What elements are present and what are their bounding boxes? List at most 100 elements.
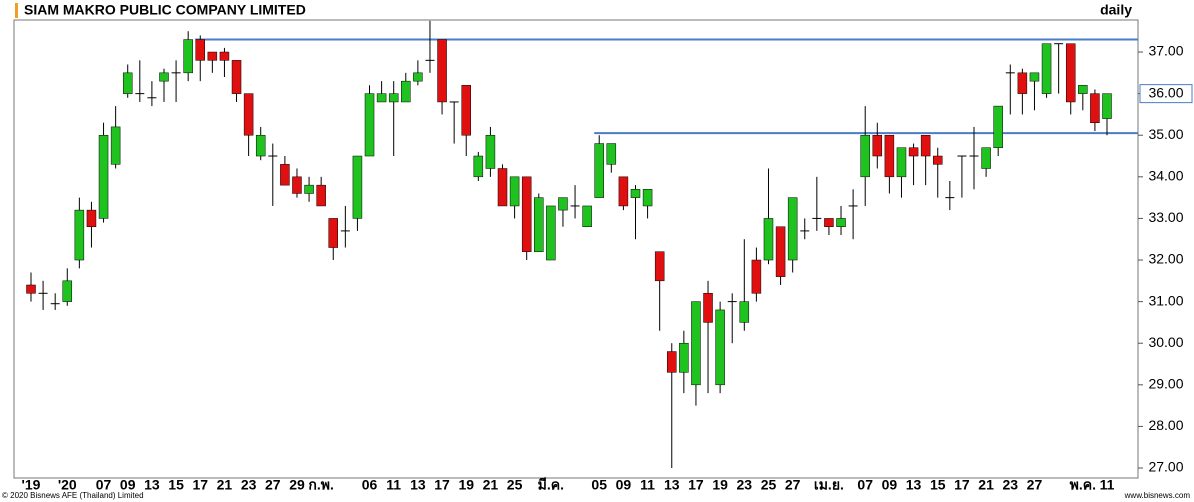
candle-body	[352, 155, 363, 219]
x-tick-label: 09	[616, 477, 632, 493]
candle-body	[26, 284, 36, 294]
candle-body	[485, 134, 496, 169]
candle-body	[413, 72, 423, 82]
x-tick-label: 19	[712, 477, 728, 493]
y-tick-label: 37.00	[1148, 43, 1183, 59]
candle-body	[594, 143, 604, 198]
candle-body	[1102, 93, 1112, 119]
candle-body	[328, 218, 338, 248]
candle-body	[606, 143, 617, 165]
candle-body	[304, 184, 314, 194]
x-tick-label: 13	[664, 477, 680, 493]
candle-body	[703, 293, 713, 323]
candle-body	[787, 197, 798, 261]
candle-body	[715, 309, 725, 386]
chart-title: SIAM MAKRO PUBLIC COMPANY LIMITED	[24, 2, 306, 18]
x-tick-label: 09	[120, 477, 136, 493]
x-tick-label: 23	[1002, 477, 1018, 493]
candle-body	[872, 134, 883, 157]
candle-body	[763, 218, 774, 261]
candle-body	[1078, 85, 1088, 94]
candle-body	[195, 39, 206, 61]
x-tick-label: 17	[954, 477, 970, 493]
y-tick-label: 33.00	[1148, 209, 1183, 225]
candle-body	[908, 147, 919, 157]
candle-body	[654, 251, 665, 282]
candle-body	[122, 72, 133, 94]
candle-body	[981, 147, 991, 169]
x-tick-label: 23	[737, 477, 753, 493]
candle-body	[110, 126, 121, 165]
x-tick-label: 13	[906, 477, 922, 493]
x-tick-label: 15	[930, 477, 946, 493]
candle-body	[219, 51, 230, 61]
candle-body	[1017, 72, 1028, 94]
candle-body	[932, 155, 943, 165]
candle-body	[388, 93, 399, 103]
candle-body	[183, 39, 193, 74]
x-tick-label: เม.ย.	[814, 477, 844, 493]
x-tick-label: 13	[144, 477, 160, 493]
candle-body	[775, 226, 786, 277]
candle-body	[437, 39, 447, 103]
plot-frame	[13, 19, 1139, 479]
x-tick-label: พ.ค.	[1070, 477, 1096, 493]
x-tick-label: 17	[434, 477, 450, 493]
candle-body	[364, 93, 375, 157]
candle-body	[884, 134, 895, 178]
candle-body	[86, 209, 97, 227]
candle-body	[292, 176, 302, 194]
candle-body	[582, 205, 592, 227]
x-tick-label: 21	[483, 477, 499, 493]
x-tick-label: 15	[168, 477, 184, 493]
y-tick-label: 27.00	[1148, 459, 1183, 475]
y-tick-label: 28.00	[1148, 417, 1183, 433]
x-tick-label: 25	[507, 477, 523, 493]
last-price-label: 36.00	[1148, 84, 1183, 100]
x-tick-label: '20	[58, 477, 77, 493]
candle-body	[1029, 72, 1040, 82]
candle-body	[74, 209, 85, 261]
candle-body	[920, 134, 931, 157]
candle-body	[1065, 43, 1076, 103]
x-tick-label: มี.ค.	[538, 477, 564, 493]
candle-body	[824, 218, 834, 227]
candle-body	[667, 351, 677, 373]
candle-body	[98, 134, 109, 219]
candle-body	[630, 189, 641, 198]
x-tick-label: 21	[217, 477, 233, 493]
candle-body	[679, 342, 689, 373]
y-tick-label: 32.00	[1148, 251, 1183, 267]
candle-body	[642, 189, 653, 207]
x-tick-label: 09	[882, 477, 898, 493]
candle-body	[558, 197, 568, 211]
x-tick-label: '19	[22, 477, 41, 493]
x-tick-label: 11	[640, 477, 655, 493]
x-tick-label: 07	[857, 477, 873, 493]
candle-body	[860, 134, 870, 178]
x-tick-label: 11	[386, 477, 401, 493]
x-tick-label: 17	[688, 477, 704, 493]
candle-body	[521, 176, 532, 252]
x-tick-label: 13	[410, 477, 426, 493]
candle-body	[207, 51, 218, 61]
y-tick-label: 35.00	[1148, 126, 1183, 142]
candle-body	[751, 259, 762, 294]
candle-body	[62, 280, 73, 302]
footer-right: www.bisnews.com	[1124, 491, 1191, 500]
candle-body	[280, 164, 290, 186]
x-tick-label: 27	[1027, 477, 1043, 493]
candle-body	[159, 72, 169, 82]
candle-body	[376, 93, 387, 103]
subtitle: daily	[1100, 2, 1132, 18]
candle-body	[618, 176, 629, 207]
x-tick-label: 11	[1100, 477, 1115, 493]
x-tick-label: 07	[96, 477, 112, 493]
candle-body	[461, 85, 471, 136]
title-marker	[15, 3, 18, 18]
candle-body	[546, 205, 556, 261]
last-price-box	[1139, 84, 1193, 104]
candle-body	[401, 80, 411, 103]
